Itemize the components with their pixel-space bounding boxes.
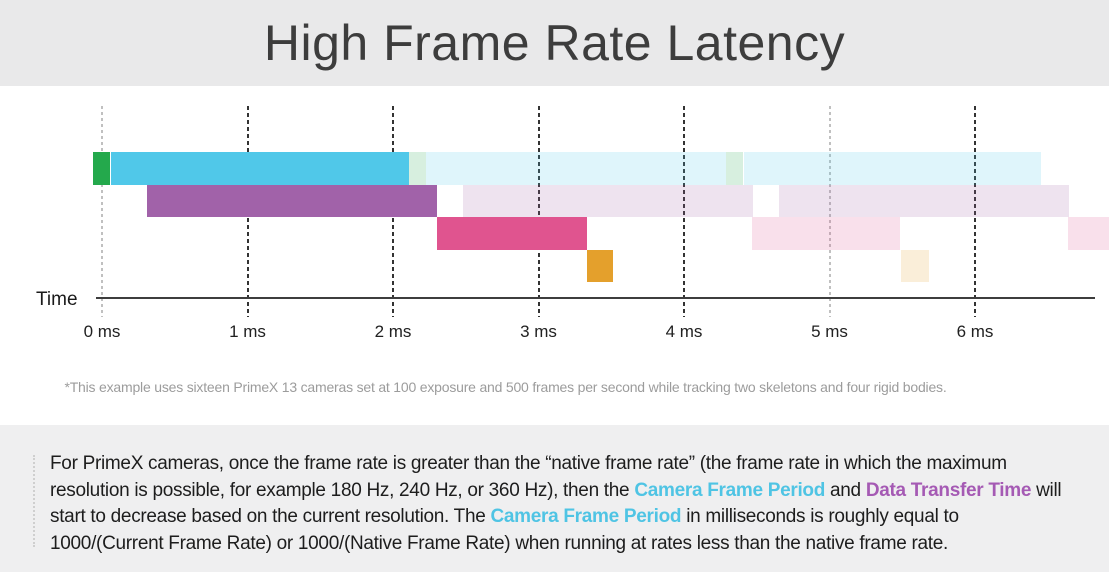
tick-label-0ms: 0 ms <box>83 322 121 341</box>
info-panel: For PrimeX cameras, once the frame rate … <box>0 425 1109 572</box>
highlight-data-transfer-time: Data Transfer Time <box>865 479 1032 501</box>
bar-green-faded <box>409 152 426 185</box>
info-text-segment: in milliseconds is roughly equal to 1000… <box>50 506 959 554</box>
highlight-camera-frame-period: Camera Frame Period <box>634 479 826 501</box>
info-text: For PrimeX cameras, once the frame rate … <box>50 451 1072 557</box>
gridline-5ms <box>828 106 831 317</box>
info-text-segment: For PrimeX cameras, once the frame rate … <box>50 453 1007 501</box>
bar-purple-faded <box>463 184 753 217</box>
info-text-segment: and <box>825 479 866 501</box>
info-left-dotted-border <box>33 455 35 547</box>
highlight-camera-frame-period: Camera Frame Period <box>490 506 682 527</box>
time-axis-line <box>96 297 1095 299</box>
bar-purple-faded <box>779 184 1069 217</box>
chart-area: Time *This example uses sixteen PrimeX 1… <box>0 86 1109 425</box>
bar-pink-faded <box>752 217 900 250</box>
info-text-segment: will start to decrease based on the curr… <box>50 479 1062 528</box>
tick-label-2ms: 2 ms <box>374 322 412 341</box>
bar-orange-faded <box>901 249 929 282</box>
bar-purple <box>147 184 437 217</box>
tick-label-1ms: 1 ms <box>229 322 266 341</box>
chart-footnote: *This example uses sixteen PrimeX 13 cam… <box>64 379 947 395</box>
bar-orange <box>587 249 613 282</box>
tick-label-3ms: 3 ms <box>520 322 557 341</box>
tick-label-4ms: 4 ms <box>665 322 703 341</box>
bar-green <box>93 152 110 185</box>
gridline-3ms <box>537 106 540 317</box>
time-axis-title: Time <box>36 289 78 310</box>
bar-cyan-faded <box>426 152 726 185</box>
bar-cyan <box>111 152 409 185</box>
gridline-6ms <box>974 106 976 317</box>
page-header: High Frame Rate Latency <box>0 0 1109 86</box>
tick-label-5ms: 5 ms <box>811 322 848 341</box>
gridline-4ms <box>683 106 685 317</box>
gridline-0ms <box>101 106 103 317</box>
bar-pink-faded <box>1068 217 1109 250</box>
page-title: High Frame Rate Latency <box>263 15 846 71</box>
bar-pink <box>437 217 587 250</box>
tick-label-6ms: 6 ms <box>956 322 994 341</box>
bar-cyan-faded <box>744 152 1041 185</box>
bar-green-faded <box>726 152 743 185</box>
